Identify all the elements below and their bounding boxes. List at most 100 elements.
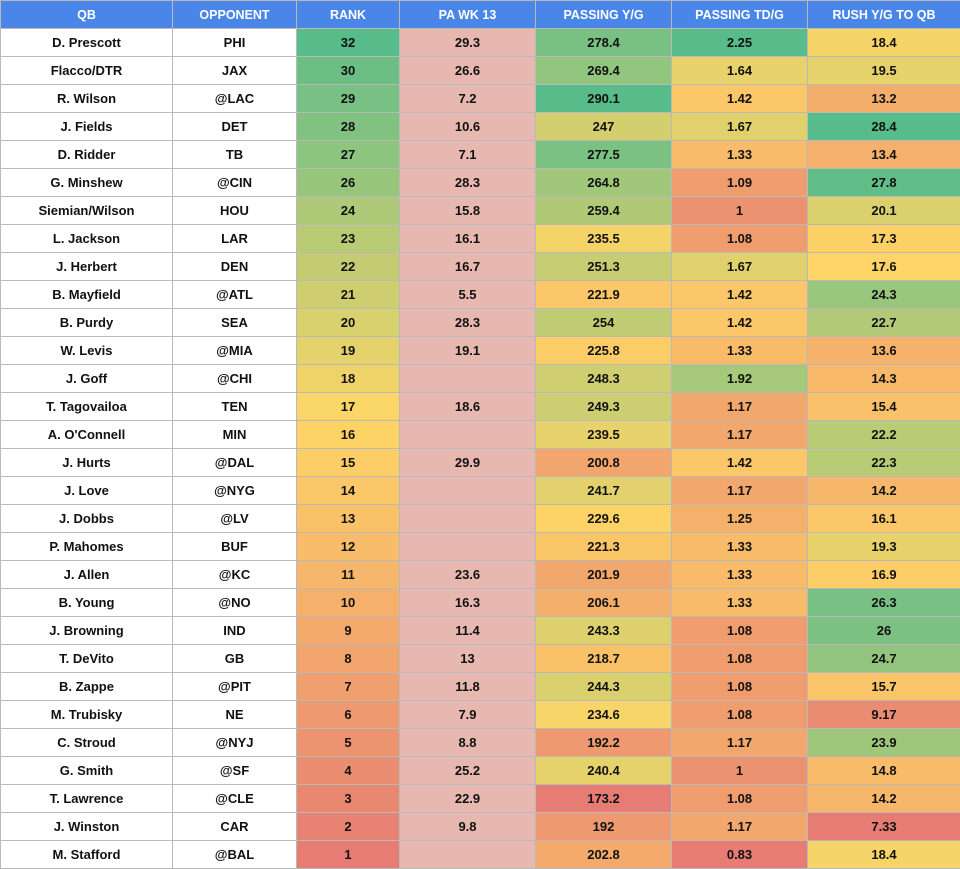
pa-wk13-cell: 10.6	[400, 113, 536, 141]
opponent-cell: SEA	[173, 309, 297, 337]
rush-yg-to-qb-cell: 27.8	[808, 169, 960, 197]
rank-cell: 24	[297, 197, 400, 225]
passing-yg-cell: 241.7	[536, 477, 672, 505]
passing-yg-cell: 239.5	[536, 421, 672, 449]
rush-yg-to-qb-cell: 23.9	[808, 729, 960, 757]
passing-tdg-cell: 1.92	[672, 365, 808, 393]
opponent-cell: BUF	[173, 533, 297, 561]
rush-yg-to-qb-cell: 15.7	[808, 673, 960, 701]
passing-yg-cell: 221.9	[536, 281, 672, 309]
rush-yg-to-qb-cell: 13.4	[808, 141, 960, 169]
pa-wk13-cell	[400, 533, 536, 561]
rank-cell: 26	[297, 169, 400, 197]
passing-yg-cell: 173.2	[536, 785, 672, 813]
qb-cell: L. Jackson	[1, 225, 173, 253]
passing-tdg-cell: 1.67	[672, 253, 808, 281]
passing-yg-cell: 278.4	[536, 29, 672, 57]
rank-cell: 22	[297, 253, 400, 281]
qb-cell: D. Prescott	[1, 29, 173, 57]
opponent-cell: NE	[173, 701, 297, 729]
opponent-cell: @CLE	[173, 785, 297, 813]
opponent-cell: @ATL	[173, 281, 297, 309]
rank-cell: 32	[297, 29, 400, 57]
passing-tdg-cell: 1.08	[672, 617, 808, 645]
opponent-cell: @SF	[173, 757, 297, 785]
passing-tdg-cell: 1.17	[672, 421, 808, 449]
rank-cell: 20	[297, 309, 400, 337]
rank-cell: 27	[297, 141, 400, 169]
rank-cell: 2	[297, 813, 400, 841]
qb-cell: C. Stroud	[1, 729, 173, 757]
pa-wk13-cell	[400, 365, 536, 393]
passing-tdg-cell: 2.25	[672, 29, 808, 57]
qb-cell: G. Smith	[1, 757, 173, 785]
qb-cell: J. Winston	[1, 813, 173, 841]
passing-yg-cell: 277.5	[536, 141, 672, 169]
pa-wk13-cell: 25.2	[400, 757, 536, 785]
pa-wk13-cell	[400, 477, 536, 505]
opponent-cell: TB	[173, 141, 297, 169]
pa-wk13-cell: 19.1	[400, 337, 536, 365]
opponent-cell: IND	[173, 617, 297, 645]
passing-tdg-cell: 1.42	[672, 85, 808, 113]
rank-cell: 7	[297, 673, 400, 701]
passing-yg-cell: 235.5	[536, 225, 672, 253]
rush-yg-to-qb-cell: 24.7	[808, 645, 960, 673]
rank-cell: 28	[297, 113, 400, 141]
passing-tdg-cell: 1.17	[672, 813, 808, 841]
passing-yg-cell: 234.6	[536, 701, 672, 729]
pa-wk13-cell	[400, 421, 536, 449]
qb-cell: J. Goff	[1, 365, 173, 393]
passing-yg-cell: 243.3	[536, 617, 672, 645]
passing-yg-cell: 249.3	[536, 393, 672, 421]
qb-cell: B. Purdy	[1, 309, 173, 337]
rank-cell: 16	[297, 421, 400, 449]
column-header-opponent: OPPONENT	[173, 1, 297, 29]
passing-yg-cell: 248.3	[536, 365, 672, 393]
rush-yg-to-qb-cell: 17.6	[808, 253, 960, 281]
opponent-cell: @NO	[173, 589, 297, 617]
pa-wk13-cell: 11.8	[400, 673, 536, 701]
passing-yg-cell: 201.9	[536, 561, 672, 589]
passing-tdg-cell: 1.17	[672, 477, 808, 505]
rank-cell: 15	[297, 449, 400, 477]
passing-tdg-cell: 1.33	[672, 337, 808, 365]
passing-yg-cell: 218.7	[536, 645, 672, 673]
rank-cell: 30	[297, 57, 400, 85]
pa-wk13-cell: 29.9	[400, 449, 536, 477]
qb-cell: M. Trubisky	[1, 701, 173, 729]
rank-cell: 3	[297, 785, 400, 813]
pa-wk13-cell: 8.8	[400, 729, 536, 757]
qb-cell: G. Minshew	[1, 169, 173, 197]
rush-yg-to-qb-cell: 20.1	[808, 197, 960, 225]
passing-yg-cell: 229.6	[536, 505, 672, 533]
passing-yg-cell: 247	[536, 113, 672, 141]
rush-yg-to-qb-cell: 13.2	[808, 85, 960, 113]
rank-cell: 14	[297, 477, 400, 505]
opponent-cell: HOU	[173, 197, 297, 225]
pa-wk13-cell: 18.6	[400, 393, 536, 421]
pa-wk13-cell: 7.9	[400, 701, 536, 729]
rush-yg-to-qb-cell: 22.3	[808, 449, 960, 477]
passing-tdg-cell: 1.33	[672, 141, 808, 169]
passing-yg-cell: 225.8	[536, 337, 672, 365]
rank-cell: 13	[297, 505, 400, 533]
passing-tdg-cell: 1.17	[672, 393, 808, 421]
passing-tdg-cell: 1.67	[672, 113, 808, 141]
qb-cell: Siemian/Wilson	[1, 197, 173, 225]
rank-cell: 12	[297, 533, 400, 561]
